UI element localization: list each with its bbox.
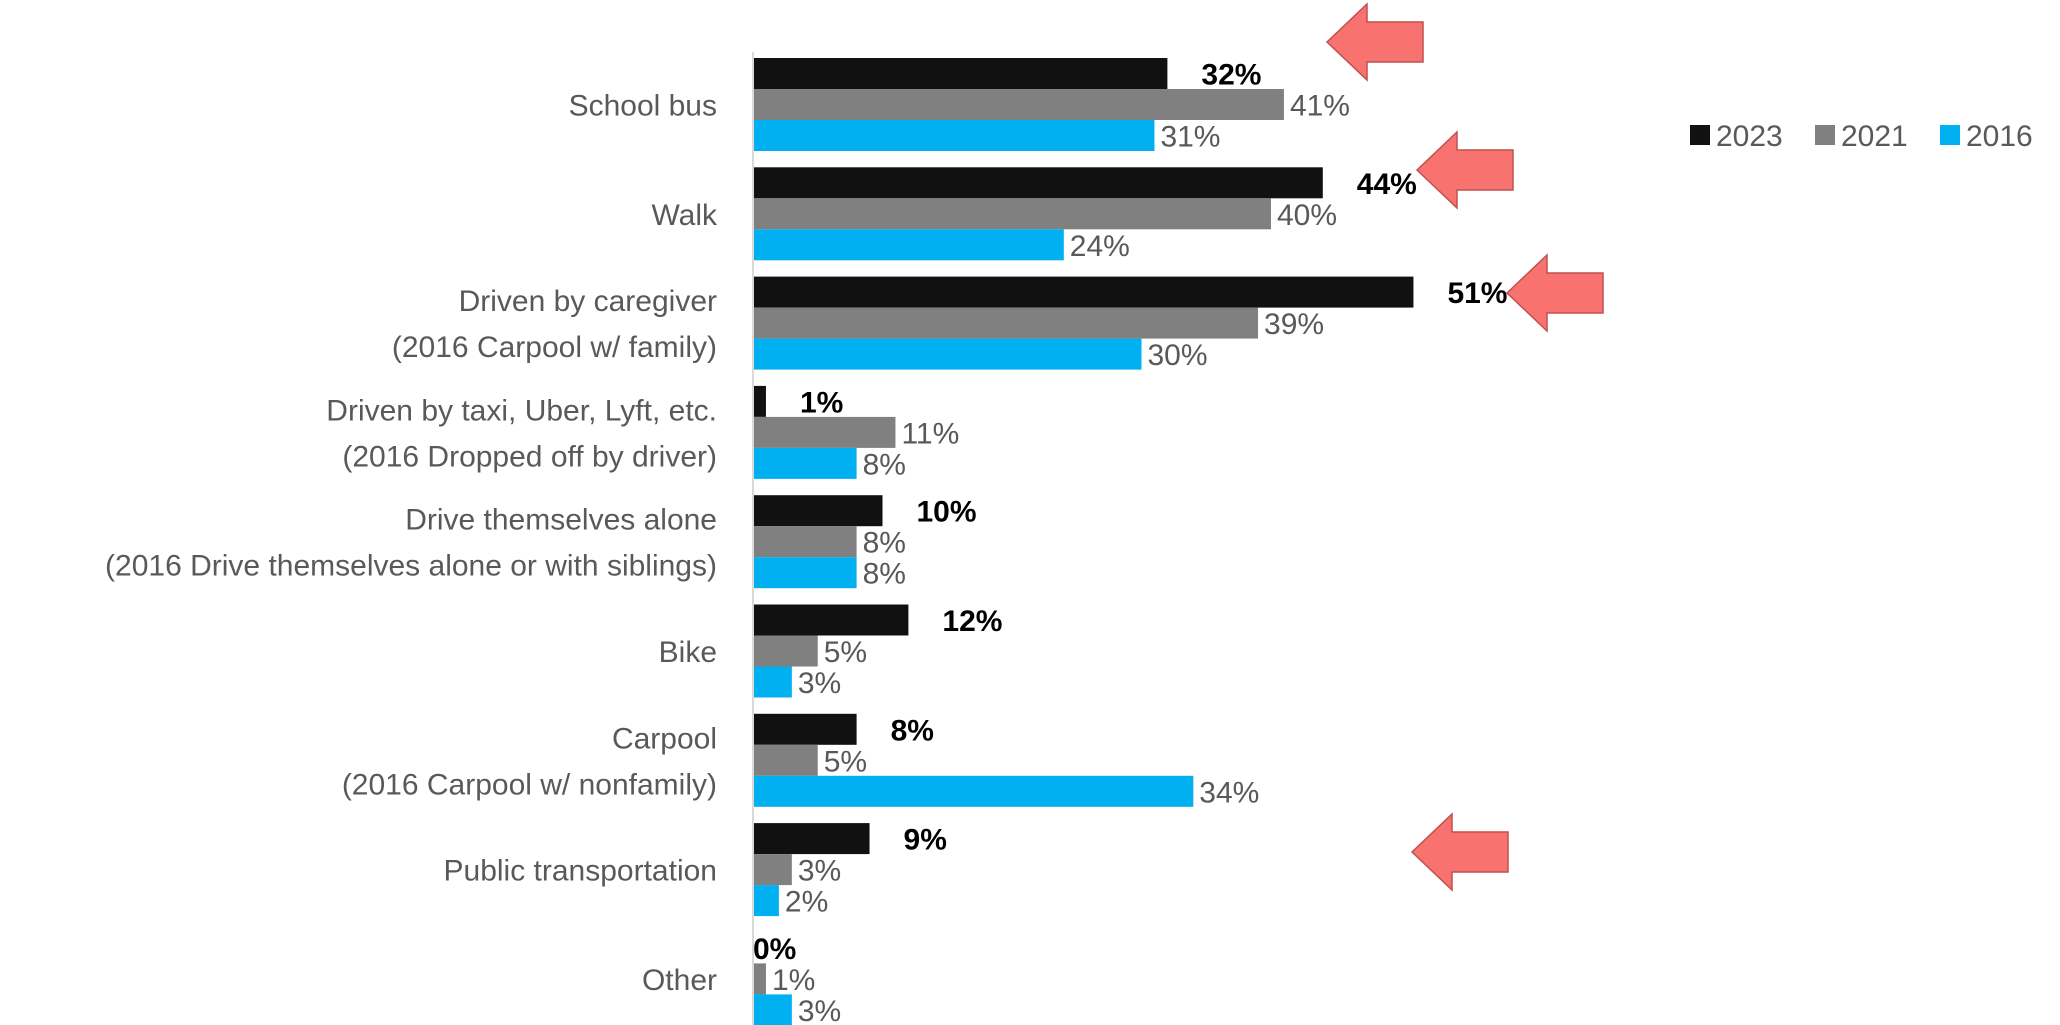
data-label-2021: 41%	[1290, 90, 1350, 123]
legend-label-2021: 2021	[1841, 120, 1908, 153]
data-label-2021: 8%	[863, 527, 906, 560]
data-label-2023: 10%	[917, 496, 977, 529]
legend: 2023 2021 2016	[1690, 120, 2033, 153]
highlight-arrows	[1325, 2, 1604, 892]
bar-2016	[753, 557, 857, 589]
bar-2023	[753, 713, 857, 745]
bar-2023	[753, 604, 909, 636]
category-label: Public transportation	[444, 855, 718, 888]
legend-swatch-2021	[1815, 125, 1835, 145]
legend-label-2023: 2023	[1716, 120, 1783, 153]
data-label-2016: 8%	[863, 558, 906, 591]
data-label-2021: 3%	[798, 855, 841, 888]
data-label-2023: 9%	[904, 824, 947, 857]
bar-2016	[753, 775, 1194, 807]
bar-2023	[753, 58, 1168, 89]
data-label-2016: 30%	[1148, 339, 1208, 372]
category-label: Carpool (2016 Carpool w/ nonfamily)	[342, 722, 717, 801]
bar-2023	[753, 167, 1323, 199]
bar-2021	[753, 416, 896, 448]
bars-layer	[753, 58, 1414, 1025]
category-label: Drive themselves alone (2016 Drive themse…	[105, 504, 717, 583]
data-label-2021: 1%	[772, 964, 815, 997]
highlight-arrow-icon	[1410, 812, 1509, 892]
data-label-2021: 11%	[901, 417, 959, 450]
data-label-2016: 8%	[863, 448, 906, 481]
highlight-arrow-icon	[1505, 253, 1604, 333]
bar-2023	[753, 385, 766, 417]
bar-2021	[753, 744, 818, 776]
category-label: Driven by caregiver (2016 Carpool w/ fami…	[392, 285, 717, 364]
category-label: School bus	[569, 90, 717, 123]
bar-2016	[753, 338, 1142, 370]
value-labels: 32%41%31%44%40%24%51%39%30%1%11%8%10%8%8…	[753, 59, 1507, 1025]
data-label-2016: 2%	[785, 886, 828, 919]
data-label-2021: 5%	[824, 745, 867, 778]
bar-2021	[753, 635, 818, 667]
category-label: Bike	[659, 636, 717, 669]
data-label-2023: 51%	[1447, 277, 1507, 310]
data-label-2023: 0%	[753, 933, 796, 966]
data-label-2016: 31%	[1160, 121, 1220, 154]
data-label-2021: 5%	[824, 636, 867, 669]
bar-2016	[753, 229, 1064, 261]
bar-2021	[753, 307, 1259, 339]
data-label-2016: 24%	[1070, 230, 1130, 263]
legend-label-2016: 2016	[1966, 120, 2033, 153]
data-label-2021: 39%	[1264, 308, 1324, 341]
bar-2023	[753, 495, 883, 527]
bar-2021	[753, 89, 1284, 120]
data-label-2023: 44%	[1357, 168, 1417, 201]
data-label-2016: 3%	[798, 667, 841, 700]
bar-2021	[753, 526, 857, 558]
bar-2021	[753, 854, 792, 886]
data-label-2021: 40%	[1277, 199, 1337, 232]
bar-2016	[753, 666, 792, 698]
bar-2016	[753, 885, 779, 917]
highlight-arrow-icon	[1325, 2, 1424, 82]
data-label-2023: 12%	[942, 605, 1002, 638]
category-label: Driven by taxi, Uber, Lyft, etc. (2016 Dr…	[326, 394, 717, 473]
highlight-arrow-icon	[1415, 130, 1514, 210]
bar-2021	[753, 963, 766, 995]
bar-2016	[753, 120, 1155, 151]
legend-swatch-2023	[1690, 125, 1710, 145]
data-label-2023: 32%	[1201, 59, 1261, 92]
data-label-2016: 3%	[798, 995, 841, 1025]
bar-2021	[753, 198, 1271, 230]
data-label-2023: 8%	[891, 714, 934, 747]
bar-2016	[753, 447, 857, 479]
category-label: Other	[642, 964, 717, 997]
category-label: Walk	[651, 199, 718, 232]
bar-2023	[753, 276, 1414, 308]
legend-swatch-2016	[1940, 125, 1960, 145]
category-labels: School bus Walk Driven by caregiver (2016 C…	[105, 90, 718, 997]
data-label-2016: 34%	[1199, 776, 1259, 809]
data-label-2023: 1%	[800, 386, 843, 419]
bar-2016	[753, 994, 792, 1025]
bar-2023	[753, 823, 870, 855]
